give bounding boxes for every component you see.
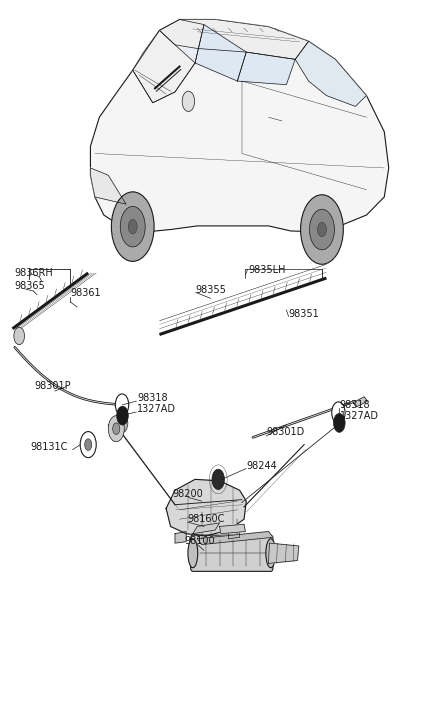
Text: 1327AD: 1327AD xyxy=(137,404,176,414)
Circle shape xyxy=(120,206,145,247)
Polygon shape xyxy=(295,41,366,106)
Text: 98160C: 98160C xyxy=(188,514,225,524)
Text: 9835LH: 9835LH xyxy=(249,265,286,275)
Ellipse shape xyxy=(188,539,198,568)
Polygon shape xyxy=(175,531,186,543)
FancyBboxPatch shape xyxy=(190,535,273,571)
Circle shape xyxy=(333,414,345,433)
Circle shape xyxy=(112,192,154,262)
Text: 98318: 98318 xyxy=(137,393,168,403)
Text: 98361: 98361 xyxy=(70,289,101,298)
Circle shape xyxy=(301,195,343,265)
Circle shape xyxy=(116,406,128,425)
Polygon shape xyxy=(353,397,367,407)
Polygon shape xyxy=(268,543,299,563)
Polygon shape xyxy=(195,25,246,81)
Text: 98131C: 98131C xyxy=(30,442,68,452)
Polygon shape xyxy=(220,524,246,534)
Text: 98365: 98365 xyxy=(15,281,46,291)
Circle shape xyxy=(212,469,224,489)
Circle shape xyxy=(80,432,96,458)
Polygon shape xyxy=(193,523,220,534)
Polygon shape xyxy=(133,20,204,103)
Circle shape xyxy=(182,91,194,111)
Polygon shape xyxy=(228,527,240,539)
Text: 9836RH: 9836RH xyxy=(15,268,53,278)
Circle shape xyxy=(128,220,137,234)
Polygon shape xyxy=(159,20,309,60)
Circle shape xyxy=(116,413,128,433)
Circle shape xyxy=(116,394,129,416)
Ellipse shape xyxy=(266,539,276,568)
Polygon shape xyxy=(237,52,295,84)
Text: 98200: 98200 xyxy=(173,489,203,499)
Circle shape xyxy=(332,402,345,424)
Polygon shape xyxy=(197,531,273,545)
Text: 98318: 98318 xyxy=(340,400,370,410)
Text: 98301D: 98301D xyxy=(266,427,305,438)
Polygon shape xyxy=(108,419,122,430)
Circle shape xyxy=(310,209,334,250)
Text: 98351: 98351 xyxy=(289,308,319,318)
Polygon shape xyxy=(90,20,389,232)
Polygon shape xyxy=(90,168,126,204)
Text: 98301P: 98301P xyxy=(35,381,71,391)
Text: 98355: 98355 xyxy=(195,285,226,294)
Polygon shape xyxy=(133,31,195,103)
Circle shape xyxy=(85,439,92,451)
Circle shape xyxy=(108,416,124,442)
Text: 1327AD: 1327AD xyxy=(340,411,379,422)
Polygon shape xyxy=(166,479,246,536)
Circle shape xyxy=(318,222,327,237)
Text: 98100: 98100 xyxy=(184,536,215,546)
Text: 98244: 98244 xyxy=(246,461,277,470)
Circle shape xyxy=(14,327,25,345)
Circle shape xyxy=(113,423,120,435)
